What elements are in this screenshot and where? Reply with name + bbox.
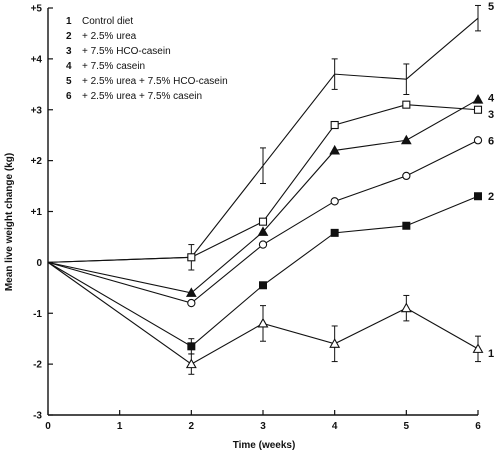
data-point (400, 134, 412, 145)
y-tick-label: +4 (31, 54, 43, 65)
x-tick-label: 3 (260, 421, 266, 432)
y-tick-label: +2 (31, 156, 43, 167)
series-end-label: 2 (488, 191, 494, 203)
legend-number: 6 (66, 91, 72, 102)
legend-entry: 4 + 7.5% casein (66, 61, 145, 72)
series-6: 6 (47, 135, 494, 308)
data-point (402, 171, 411, 181)
y-axis-label: Mean live weight change (kg) (4, 153, 15, 291)
legend-text: + 2.5% urea + 7.5% casein (82, 91, 202, 102)
data-point (329, 144, 341, 155)
series-end-label: 1 (488, 348, 494, 360)
series-line (47, 261, 479, 365)
x-axis-label: Time (weeks) (233, 440, 296, 451)
y-tick-label: -1 (33, 309, 42, 320)
data-point (258, 217, 268, 226)
x-tick-label: 6 (475, 421, 481, 432)
data-point (472, 94, 484, 104)
x-tick-label: 5 (404, 421, 410, 432)
data-point (402, 100, 411, 109)
series-line (47, 99, 479, 294)
data-point (474, 192, 482, 201)
legend-number: 1 (66, 16, 72, 27)
series-end-label: 3 (488, 109, 494, 121)
legend-entry: 1 Control diet (66, 16, 133, 27)
data-point (187, 298, 196, 308)
legend-number: 4 (66, 61, 72, 72)
data-point (185, 358, 197, 369)
legend-text: + 2.5% urea (82, 31, 137, 42)
legend-text: + 7.5% HCO-casein (82, 46, 171, 57)
x-tick-label: 2 (189, 421, 195, 432)
legend-text: Control diet (82, 16, 133, 27)
series-end-label: 4 (488, 93, 495, 105)
data-point (400, 302, 412, 313)
legend-entry: 3 + 7.5% HCO-casein (66, 46, 171, 57)
data-point (258, 240, 268, 249)
data-point (472, 343, 484, 353)
legend-number: 3 (66, 46, 72, 57)
series-4: 4 (47, 93, 495, 297)
legend: 1 Control diet 2 + 2.5% urea 3 + 7.5% HCO-cas… (66, 16, 228, 102)
legend-number: 2 (66, 31, 72, 42)
data-point (473, 136, 483, 145)
data-point (329, 338, 341, 348)
data-point (402, 221, 411, 230)
legend-entry: 2 + 2.5% urea (66, 31, 137, 42)
data-point (330, 228, 339, 237)
data-point (187, 253, 196, 262)
data-point (259, 281, 267, 290)
legend-entry: 5 + 2.5% urea + 7.5% HCO-casein (66, 76, 228, 87)
legend-entry: 6 + 2.5% urea + 7.5% casein (66, 91, 202, 102)
y-tick-label: -2 (33, 360, 42, 371)
legend-number: 5 (66, 76, 72, 87)
data-point (257, 226, 269, 236)
series-1: 1 (47, 261, 494, 375)
data-point (185, 287, 197, 297)
y-tick-label: +5 (31, 4, 43, 15)
series-3: 3 (47, 100, 494, 263)
y-tick-label: -3 (33, 411, 42, 422)
axes: 0 1 2 3 4 5 6 -3 -2 -1 0 +1 +2 +3 +4 +5 (31, 4, 482, 433)
data-point (330, 197, 339, 206)
y-tick-label: +3 (31, 105, 43, 116)
x-tick-label: 1 (117, 421, 123, 432)
legend-text: + 7.5% casein (82, 61, 145, 72)
series-layer: 5 4 3 6 2 1 (47, 1, 495, 375)
series-line (47, 195, 479, 347)
data-point (187, 342, 196, 351)
y-tick-label: 0 (36, 258, 42, 269)
x-ticks: 0 1 2 3 4 5 6 (45, 410, 481, 432)
data-point (473, 105, 483, 114)
y-ticks: -3 -2 -1 0 +1 +2 +3 +4 +5 (31, 4, 53, 422)
legend-text: + 2.5% urea + 7.5% HCO-casein (82, 76, 228, 87)
series-2: 2 (47, 191, 494, 355)
data-point (257, 317, 269, 328)
y-tick-label: +1 (31, 207, 43, 218)
series-end-label: 5 (488, 1, 494, 13)
series-end-label: 6 (488, 135, 494, 147)
x-tick-label: 4 (332, 421, 338, 432)
series-line (47, 104, 479, 263)
data-point (330, 120, 339, 130)
series-line (47, 139, 479, 304)
x-tick-label: 0 (45, 421, 51, 432)
